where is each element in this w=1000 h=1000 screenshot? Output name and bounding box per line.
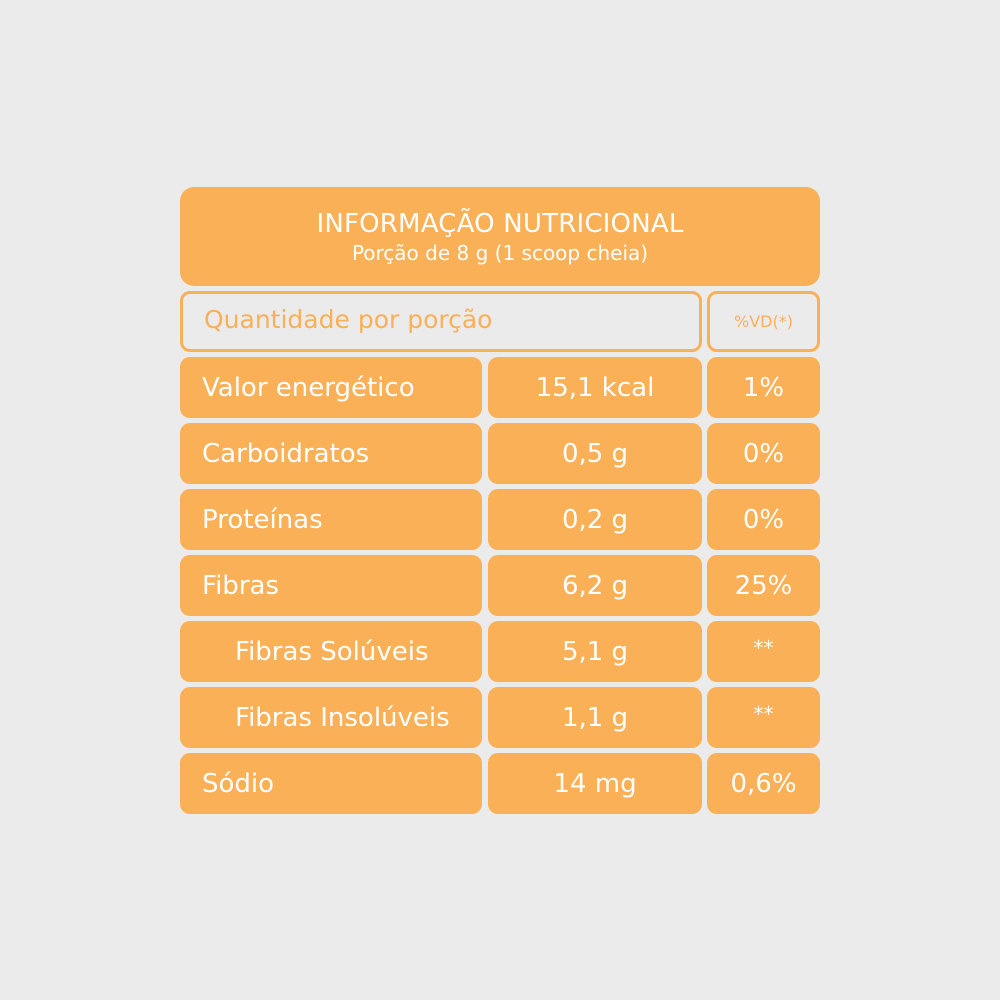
nutrient-name-proteins: Proteínas <box>180 489 482 550</box>
nutrient-name-soluble-fibers: Fibras Solúveis <box>180 621 482 682</box>
nutrient-amount-sodium: 14 mg <box>488 753 702 814</box>
nutrient-amount-carbohydrates: 0,5 g <box>488 423 702 484</box>
nutrient-dv-carbohydrates: 0% <box>707 423 820 484</box>
daily-value-column-header: %VD(*) <box>707 291 820 352</box>
nutrition-title: INFORMAÇÃO NUTRICIONAL <box>316 208 684 239</box>
nutrient-dv-sodium: 0,6% <box>707 753 820 814</box>
nutrient-amount-proteins: 0,2 g <box>488 489 702 550</box>
nutrient-name-insoluble-fibers: Fibras Insolúveis <box>180 687 482 748</box>
nutrient-dv-insoluble-fibers: ** <box>707 687 820 748</box>
nutrient-name-fibers: Fibras <box>180 555 482 616</box>
nutrient-dv-energy: 1% <box>707 357 820 418</box>
nutrient-amount-insoluble-fibers: 1,1 g <box>488 687 702 748</box>
nutrient-dv-soluble-fibers: ** <box>707 621 820 682</box>
nutrient-name-energy: Valor energético <box>180 357 482 418</box>
nutrient-amount-fibers: 6,2 g <box>488 555 702 616</box>
nutrient-amount-soluble-fibers: 5,1 g <box>488 621 702 682</box>
nutrient-dv-fibers: 25% <box>707 555 820 616</box>
quantity-column-header: Quantidade por porção <box>180 291 702 352</box>
nutrient-name-sodium: Sódio <box>180 753 482 814</box>
nutrition-header: INFORMAÇÃO NUTRICIONAL Porção de 8 g (1 … <box>180 187 820 286</box>
serving-size: Porção de 8 g (1 scoop cheia) <box>351 240 649 265</box>
nutrient-amount-energy: 15,1 kcal <box>488 357 702 418</box>
nutrient-name-carbohydrates: Carboidratos <box>180 423 482 484</box>
nutrient-dv-proteins: 0% <box>707 489 820 550</box>
